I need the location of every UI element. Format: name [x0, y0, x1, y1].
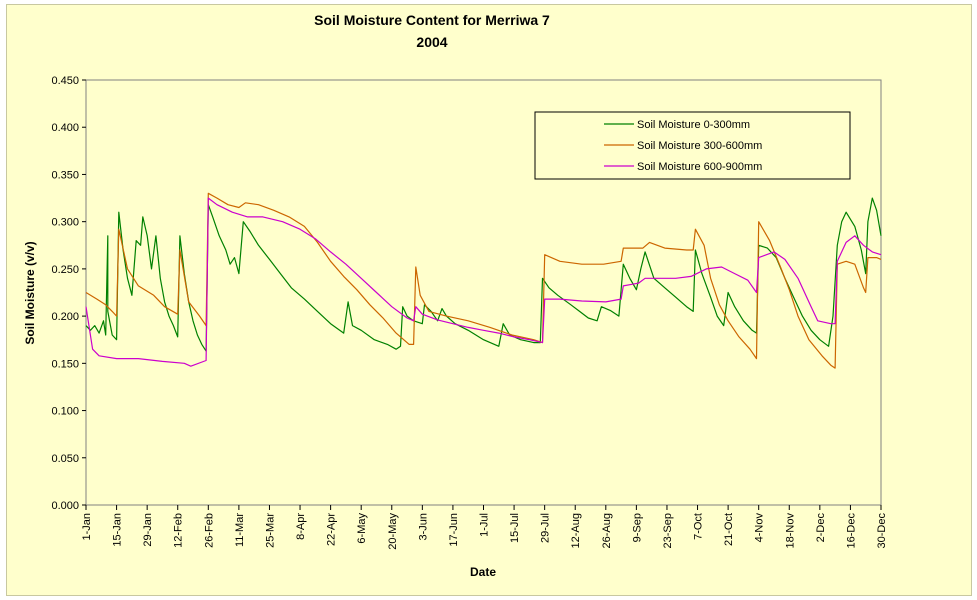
- x-tick-label: 12-Aug: [570, 513, 582, 548]
- y-tick-label: 0.350: [51, 169, 79, 181]
- legend-label: Soil Moisture 0-300mm: [637, 119, 750, 131]
- y-tick-label: 0.200: [51, 311, 79, 323]
- y-tick-label: 0.050: [51, 453, 79, 465]
- legend-label: Soil Moisture 300-600mm: [637, 140, 762, 152]
- y-tick-label: 0.450: [51, 75, 79, 87]
- legend-box: [534, 111, 851, 180]
- series-line-3: [85, 197, 882, 367]
- x-tick-label: 8-Apr: [295, 513, 307, 540]
- x-tick-label: 29-Jul: [540, 513, 552, 543]
- y-tick-label: 0.000: [51, 500, 79, 512]
- x-axis: 1-Jan 15-Jan 29-Jan 12-Feb 26-Feb 11-Mar 25-Ma…: [81, 505, 888, 550]
- y-axis-title: Soil Moisture (v/v): [23, 241, 37, 344]
- x-tick-label: 3-Jun: [417, 513, 429, 541]
- legend: Soil Moisture 0-300mm Soil Moisture 300-6…: [534, 111, 851, 180]
- x-tick-label: 23-Sep: [662, 513, 674, 548]
- chart-title: Soil Moisture Content for Merriwa 7: [314, 12, 550, 28]
- series-line-2: [85, 192, 882, 369]
- series-line-1: [85, 197, 882, 352]
- legend-label: Soil Moisture 600-900mm: [637, 161, 762, 173]
- x-tick-label: 30-Dec: [876, 513, 888, 549]
- y-axis: 0.000 0.050 0.100 0.150 0.200 0.250 0.300 0.350…: [51, 75, 86, 512]
- x-tick-label: 26-Feb: [203, 513, 215, 548]
- y-tick-label: 0.400: [51, 122, 79, 134]
- x-tick-label: 6-May: [356, 513, 368, 544]
- x-tick-label: 25-Mar: [264, 513, 276, 548]
- y-tick-label: 0.300: [51, 217, 79, 229]
- x-tick-label: 4-Nov: [754, 513, 766, 543]
- x-tick-label: 17-Jun: [448, 513, 460, 547]
- x-tick-label: 16-Dec: [845, 513, 857, 549]
- x-tick-label: 9-Sep: [631, 513, 643, 542]
- y-tick-label: 0.250: [51, 264, 79, 276]
- x-tick-label: 11-Mar: [234, 513, 246, 547]
- x-tick-label: 1-Jan: [81, 513, 93, 541]
- x-tick-label: 22-Apr: [326, 513, 338, 546]
- chart-svg: Soil Moisture Content for Merriwa 7 2004…: [23, 12, 888, 579]
- x-tick-label: 29-Jan: [142, 513, 154, 547]
- x-tick-label: 18-Nov: [784, 513, 796, 549]
- x-tick-label: 26-Aug: [601, 513, 613, 548]
- x-tick-label: 12-Feb: [173, 513, 185, 548]
- chart-area: Soil Moisture Content for Merriwa 7 2004…: [6, 4, 972, 596]
- x-tick-label: 20-May: [387, 513, 399, 550]
- x-tick-label: 2-Dec: [815, 513, 827, 543]
- y-tick-label: 0.150: [51, 358, 79, 370]
- x-axis-title: Date: [470, 565, 496, 579]
- x-tick-label: 15-Jul: [509, 513, 521, 543]
- series-lines: [85, 192, 882, 369]
- x-tick-label: 15-Jan: [112, 513, 124, 547]
- chart-subtitle: 2004: [416, 34, 447, 50]
- x-tick-label: 7-Oct: [693, 513, 705, 540]
- x-tick-label: 1-Jul: [479, 513, 491, 537]
- x-tick-label: 21-Oct: [723, 513, 735, 546]
- y-tick-label: 0.100: [51, 406, 79, 418]
